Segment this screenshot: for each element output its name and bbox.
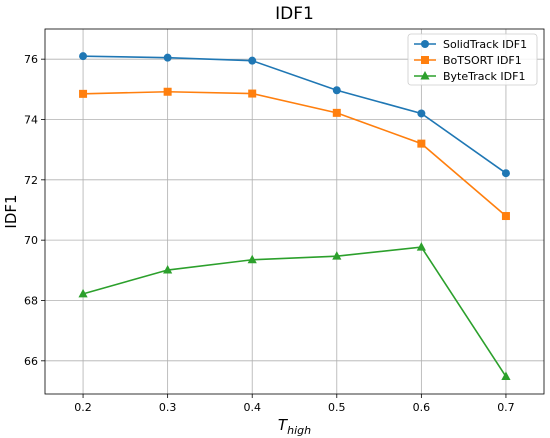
data-point-solidtrack-idf1 [79,52,88,61]
legend-marker [421,56,429,64]
data-point-botsort-idf1 [332,108,341,117]
x-tick-label: 0.2 [74,401,92,414]
y-tick-label: 74 [24,113,38,126]
data-point-botsort-idf1 [417,139,426,148]
y-axis-label: IDF1 [2,194,20,228]
data-point-botsort-idf1 [248,89,257,98]
legend-marker [421,40,429,48]
y-tick-label: 68 [24,294,38,307]
data-point-bytetrack-idf1 [163,265,173,274]
data-point-solidtrack-idf1 [332,86,341,95]
x-tick-label: 0.4 [243,401,261,414]
data-point-solidtrack-idf1 [417,109,426,118]
data-point-botsort-idf1 [79,89,88,98]
data-point-solidtrack-idf1 [501,169,510,178]
data-point-bytetrack-idf1 [78,288,88,298]
chart-title: IDF1 [275,4,314,24]
legend-label: SolidTrack IDF1 [443,38,527,51]
y-tick-label: 76 [24,53,38,66]
x-tick-label: 0.5 [328,401,346,414]
x-axis-label-sub: high [287,424,311,437]
y-tick-label: 70 [24,234,38,247]
x-axis-label: Thigh [278,416,311,437]
data-point-botsort-idf1 [501,212,510,221]
y-tick-label: 66 [24,355,38,368]
x-tick-label: 0.7 [497,401,515,414]
data-point-bytetrack-idf1 [332,251,342,260]
legend-box [407,33,538,86]
data-point-bytetrack-idf1 [501,371,511,381]
legend: SolidTrack IDF1 BoTSORT IDF1 ByteTrack IDF… [407,33,538,86]
data-point-botsort-idf1 [163,87,172,96]
legend-label: ByteTrack IDF1 [443,70,525,83]
x-axis: 0.2 0.3 0.4 0.5 0.6 0.7 [74,394,515,414]
series-lines [82,55,507,377]
series-line-botsort-idf1 [83,90,507,217]
data-point-bytetrack-idf1 [247,254,257,264]
data-point-bytetrack-idf1 [416,242,426,251]
legend-label: BoTSORT IDF1 [443,54,522,67]
series-line-bytetrack-idf1 [82,246,507,377]
x-axis-label-main: T [278,416,289,434]
series-line-solidtrack-idf1 [83,55,507,174]
series-markers [78,52,511,381]
x-tick-label: 0.3 [159,401,177,414]
data-point-solidtrack-idf1 [248,56,257,65]
data-point-solidtrack-idf1 [163,53,172,62]
legend-marker [420,71,430,80]
y-axis: 66 68 70 72 74 76 [24,53,45,368]
plot-frame [44,28,545,395]
y-tick-label: 72 [24,174,38,187]
x-tick-label: 0.6 [413,401,431,414]
